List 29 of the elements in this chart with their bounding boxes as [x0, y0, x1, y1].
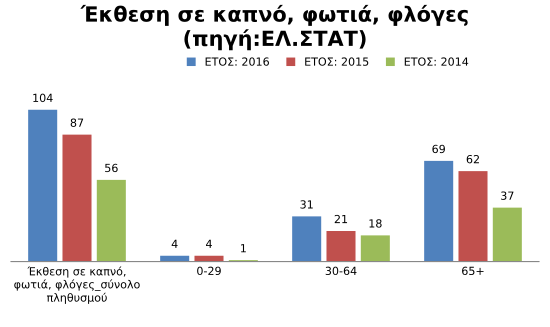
x-tick-label: 0-29 — [197, 266, 221, 276]
data-label: 56 — [105, 164, 118, 172]
bar — [292, 216, 322, 262]
bar — [424, 160, 454, 262]
legend-label: ΕΤΟΣ: 2016 — [206, 57, 269, 66]
bar — [458, 171, 488, 262]
data-label: 18 — [369, 219, 382, 228]
bar — [492, 208, 522, 262]
x-tick-label: 30-64 — [326, 266, 357, 276]
data-label: 87 — [70, 118, 84, 127]
bar — [360, 235, 390, 262]
chart-title: Έκθεση σε καπνό, φωτιά, φλόγες (πηγή:ΕΛ.ΣΤΑΤ) — [80, 4, 468, 50]
data-label: 37 — [501, 191, 514, 200]
legend-label: ΕΤΟΣ: 2014 — [404, 57, 468, 66]
data-label: 1 — [241, 244, 246, 252]
x-tick-label: 65+ — [462, 266, 484, 276]
data-label: 69 — [432, 144, 445, 154]
data-label: 31 — [300, 200, 313, 209]
data-label: 4 — [172, 240, 178, 248]
data-label: 4 — [206, 240, 212, 248]
bar — [62, 134, 92, 262]
data-label: 21 — [334, 214, 348, 224]
bar — [96, 180, 126, 262]
bar — [326, 230, 356, 262]
data-label: 62 — [466, 154, 479, 164]
legend-label: ΕΤΟΣ: 2015 — [305, 57, 368, 66]
x-tick-label: Έκθεση σε καπνό, φωτιά, φλόγες_σύνολο πληθυσμού — [14, 266, 140, 304]
bar — [28, 110, 58, 262]
data-label: 104 — [33, 94, 53, 102]
